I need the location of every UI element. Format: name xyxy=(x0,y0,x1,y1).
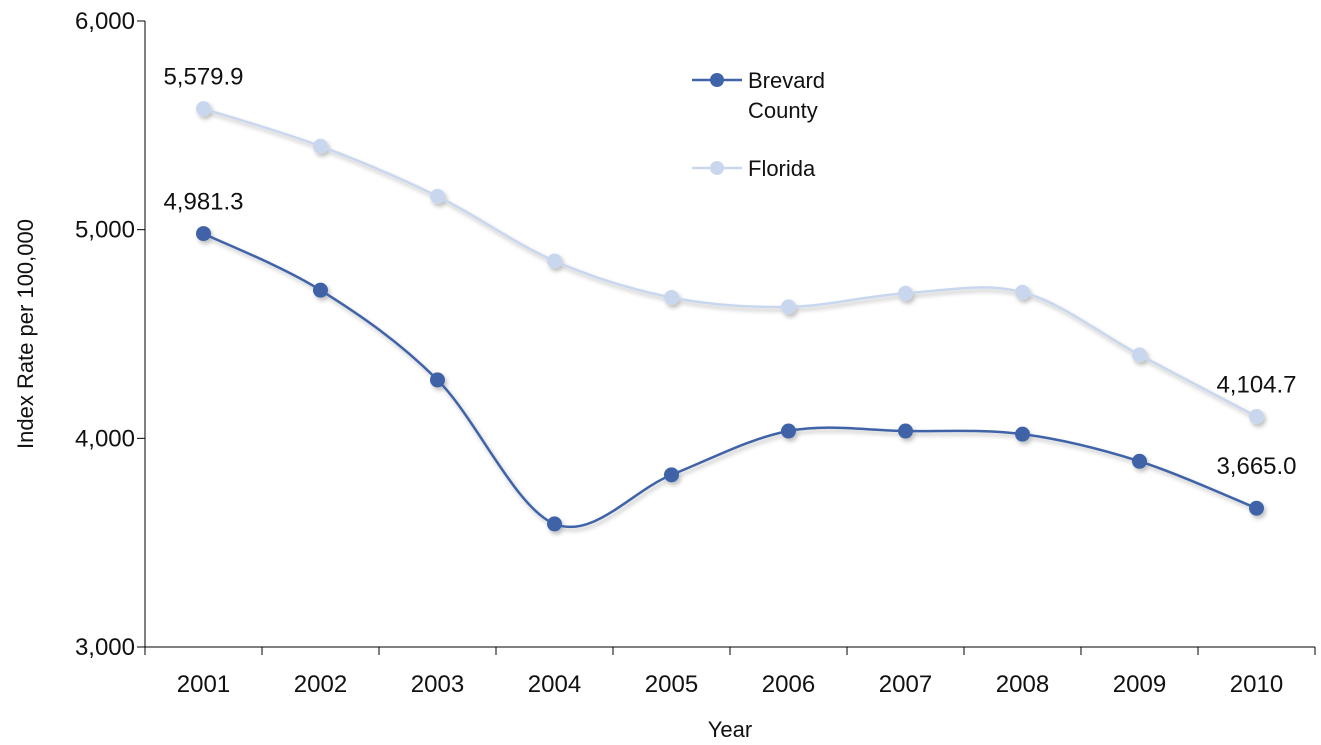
legend-label: Brevard County xyxy=(748,68,825,123)
data-point: 2008: 4020 xyxy=(1015,426,1030,442)
data-point: 2006: 4035 xyxy=(781,423,796,439)
data-point: 2005: 3825 xyxy=(664,467,679,483)
data-label: 4,104.7 xyxy=(1216,371,1296,398)
x-tick-label: 2008 xyxy=(996,671,1049,698)
data-point: 2002: 4710 xyxy=(313,282,328,298)
legend-marker xyxy=(710,161,724,175)
y-tick-label: 3,000 xyxy=(75,634,135,661)
x-tick-label: 2006 xyxy=(762,671,815,698)
series-line xyxy=(202,232,1257,529)
data-label: 3,665.0 xyxy=(1216,453,1296,480)
legend-label: Florida xyxy=(748,156,816,181)
axes xyxy=(144,21,1315,648)
y-axis-title: Index Rate per 100,000 xyxy=(13,219,38,449)
data-point: 2010: 4104.7 xyxy=(1249,408,1264,424)
series-line xyxy=(203,107,1258,418)
x-axis-title: Year xyxy=(708,717,752,742)
legend: Brevard County Florida xyxy=(692,68,825,181)
x-tick-label: 2002 xyxy=(294,671,347,698)
data-label: 5,579.9 xyxy=(163,64,243,91)
y-tick-label: 5,000 xyxy=(75,217,135,244)
x-tick-label: 2001 xyxy=(177,671,230,698)
data-point: 2003: 5160 xyxy=(430,188,445,204)
legend-item-brevard-county: Brevard County xyxy=(692,68,825,123)
data-labels: 5,579.9 4,981.3 4,104.7 3,665.0 xyxy=(163,64,1296,481)
x-tick-label: 2004 xyxy=(528,671,581,698)
data-point: 2002: 5400 xyxy=(313,138,328,154)
data-point: 2005: 4675 xyxy=(664,289,679,305)
data-label: 4,981.3 xyxy=(163,189,243,216)
data-point: 2009: 4400 xyxy=(1132,347,1147,363)
x-tick-label: 2009 xyxy=(1113,671,1166,698)
data-point: 2006: 4630 xyxy=(781,299,796,315)
data-point: 2010: 3665 xyxy=(1249,500,1264,516)
legend-item-florida: Florida xyxy=(692,156,816,181)
data-point: 2007: 4035 xyxy=(898,423,913,439)
x-ticks: 2001 2002 2003 2004 2005 2006 2007 2008 2009 2010 xyxy=(144,647,1316,698)
series-brevard-county: 2001: 4981.3 2002: 4710 2003: 4280 2004: 35… xyxy=(196,226,1264,532)
legend-marker xyxy=(710,73,724,87)
data-point: 2004: 4850 xyxy=(547,253,562,269)
series-layer: 2001: 5579.9 2002: 5400 2003: 5160 2004: 48… xyxy=(196,101,1264,532)
data-point: 2007: 4695 xyxy=(898,285,913,301)
series-florida: 2001: 5579.9 2002: 5400 2003: 5160 2004: 48… xyxy=(196,101,1264,424)
x-tick-label: 2007 xyxy=(879,671,932,698)
y-tick-label: 4,000 xyxy=(75,425,135,452)
x-tick-label: 2005 xyxy=(645,671,698,698)
data-point: 2009: 3890 xyxy=(1132,453,1147,469)
y-ticks: 3,000 4,000 5,000 6,000 xyxy=(75,8,145,661)
y-tick-label: 6,000 xyxy=(75,8,135,35)
data-point: 2001: 5579.9 xyxy=(196,101,211,117)
x-tick-label: 2010 xyxy=(1230,671,1283,698)
data-point: 2003: 4280 xyxy=(430,372,445,388)
data-point: 2004: 3590 xyxy=(547,516,562,532)
x-tick-label: 2003 xyxy=(411,671,464,698)
data-point: 2008: 4700 xyxy=(1015,284,1030,300)
data-point: 2001: 4981.3 xyxy=(196,226,211,242)
